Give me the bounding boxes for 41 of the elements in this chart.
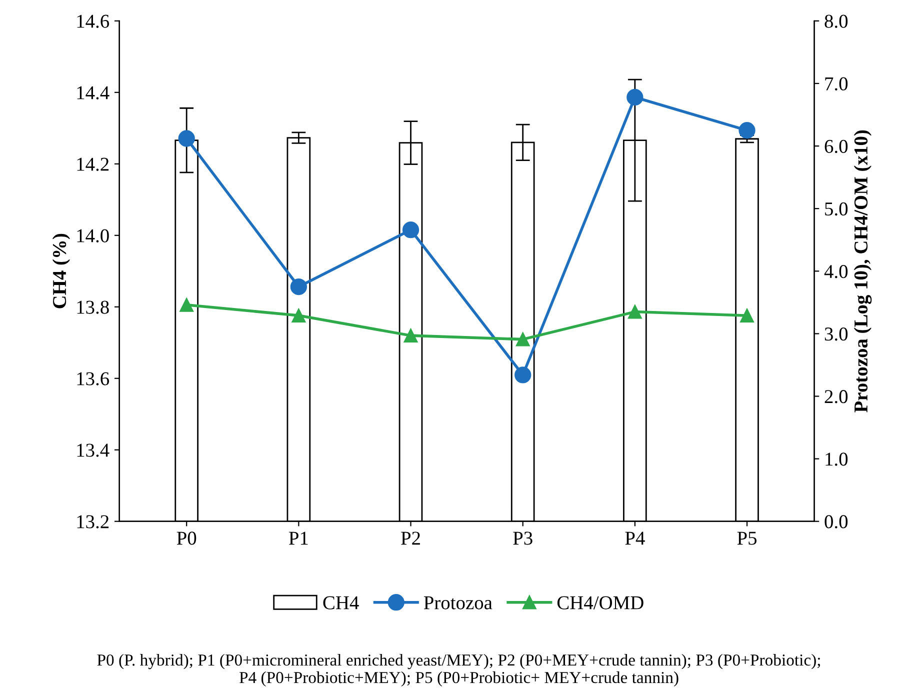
y2-tick-label: 1.0 — [826, 452, 848, 466]
y2-tick-label: 0.0 — [824, 515, 848, 528]
x-tick-label: P2 — [401, 532, 420, 545]
point — [626, 88, 644, 106]
point — [514, 366, 532, 384]
point — [292, 308, 306, 322]
y2-tick-label: 3.0 — [824, 328, 848, 341]
y-tick-label: 14.6 — [77, 14, 110, 28]
point — [402, 222, 420, 238]
y-axis-title: CH4 (%) — [52, 234, 70, 308]
y-tick-label: 14.0 — [77, 229, 109, 242]
text: P0 (P. hybrid); P1 (P0+micromineral enriched yeast/MEY); P2 (P0+MEY+crude tannin); P3 (P0+Probiotic); P4 (P0+Probiotic+MEY); P5 (P0+Probiotic+ MEY+crude tannin) — [97, 654, 820, 687]
x-tick-label: P3 — [513, 532, 532, 545]
x-tick-label: P5 — [737, 532, 757, 545]
point — [180, 298, 194, 312]
y2-tick-label: 6.0 — [824, 140, 848, 154]
y2-tick-label: 4.0 — [824, 264, 848, 278]
x-tick-label: P4 — [625, 532, 645, 545]
y-tick-label: 13.6 — [77, 372, 110, 386]
y2-tick-label: 5.0 — [825, 202, 848, 216]
legend-label: CH4/OMD — [557, 596, 644, 610]
legend-label: CH4 — [323, 596, 359, 610]
y-tick-label: 13.2 — [77, 515, 109, 528]
y-tick-label: 13.8 — [77, 300, 109, 314]
point — [516, 332, 530, 346]
x-tick-label: P1 — [288, 532, 308, 545]
point — [290, 278, 308, 296]
y2-tick-label: 2.0 — [824, 390, 848, 404]
point — [178, 130, 195, 147]
point — [740, 308, 754, 322]
y-tick-label: 14.2 — [77, 158, 109, 171]
y-tick-label: 13.4 — [77, 444, 110, 457]
point — [628, 304, 642, 319]
y-tick-label: 14.4 — [77, 86, 110, 100]
y2-tick-label: 7.0 — [825, 77, 848, 90]
legend-label: Protozoa — [424, 596, 492, 610]
point — [404, 328, 418, 343]
y2-tick-label: 8.0 — [824, 14, 848, 28]
point — [738, 122, 756, 139]
x-tick-label: P0 — [176, 532, 196, 545]
y2-axis-title: Protozoa (Log 10), CH4/OM (x10) — [854, 130, 872, 412]
